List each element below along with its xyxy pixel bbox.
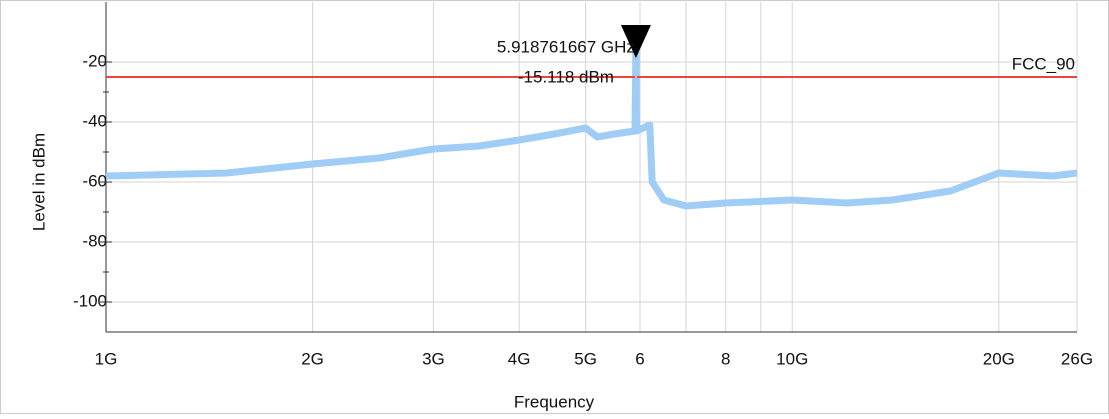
y-tick-label: -80 [82,231,107,250]
x-tick-label: 4G [508,349,531,368]
x-axis-label: Frequency [514,392,595,411]
x-tick-label: 5G [574,349,597,368]
limit-label: FCC_90 [1012,54,1075,73]
y-axis-label: Level in dBm [29,133,48,231]
x-tick-label: 3G [422,349,445,368]
y-tick-label: -20 [82,51,107,70]
x-tick-label: 20G [983,349,1015,368]
y-tick-label: -100 [73,291,107,310]
y-tick-label: -40 [82,111,107,130]
marker [620,25,651,58]
marker-label: 5.918761667 GHz [497,37,635,56]
x-tick-label: 10G [776,349,808,368]
marker-value-label: -15.118 dBm [518,67,614,86]
x-tick-label: 8 [721,349,730,368]
x-tick-label: 26G [1061,349,1093,368]
x-tick-label: 6 [635,349,644,368]
x-tick-label: 1G [95,349,118,368]
x-tick-label: 2G [301,349,324,368]
y-tick-label: -60 [82,171,107,190]
